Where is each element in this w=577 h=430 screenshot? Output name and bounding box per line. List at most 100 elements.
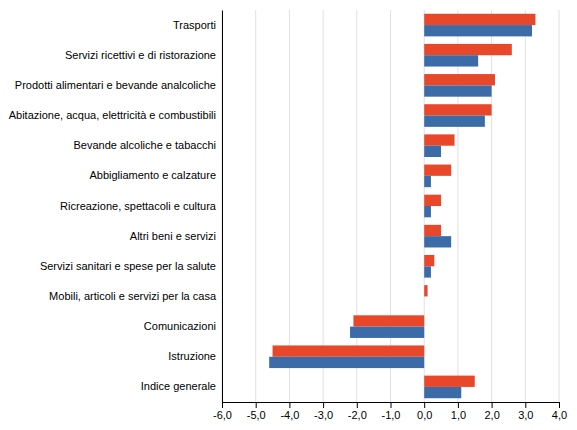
bar [424,146,441,157]
grid-line [457,10,458,402]
x-tick: -2,0 [348,402,367,421]
x-tick: 4,0 [552,402,567,421]
y-tick: Indice generale [141,380,216,392]
bar [269,357,424,368]
bar [424,165,451,176]
bar [424,55,478,66]
bar [424,255,434,266]
bar [424,25,532,36]
y-axis-line [222,11,223,403]
x-tick-mark [323,402,324,408]
y-tick-label: Bevande alcoliche e tabacchi [74,139,216,151]
x-tick-mark [391,402,392,408]
y-tick: Ricreazione, spettacoli e cultura [60,200,217,212]
bar-series [273,14,536,387]
bar [424,225,441,236]
y-tick: Bevande alcoliche e tabacchi [74,139,216,151]
bar [424,387,461,398]
y-tick-label: Comunicazioni [144,320,216,332]
x-tick-label: -3,0 [314,409,333,421]
y-tick-label: Trasporti [173,19,216,31]
bar [424,176,431,187]
x-tick-mark [357,402,358,408]
x-tick-mark [256,402,257,408]
grid-line [559,10,560,402]
y-tick-label: Servizi sanitari e spese per la salute [40,260,216,272]
bar [424,296,425,307]
x-tick-label: -2,0 [348,409,367,421]
y-tick: Abitazione, acqua, elettricità e combust… [9,109,216,121]
y-tick: Altri beni e servizi [130,230,216,242]
x-tick: -5,0 [247,402,266,421]
x-tick: -3,0 [314,402,333,421]
bar [273,345,425,356]
x-tick-mark [289,402,290,408]
bar [350,327,424,338]
bar [424,134,454,145]
chart-container: -6,0 -5,0 -4,0 -3,0 -2,0 -1,0 0,0 1,0 2,0 3,0 4,0 T… [0,0,577,430]
x-tick: 3,0 [518,402,533,421]
y-tick: Comunicazioni [144,320,216,332]
bar [424,116,485,127]
x-tick-label: 0,0 [417,409,432,421]
x-tick-mark [424,402,425,408]
y-tick: Servizi ricettivi e di ristorazione [65,49,216,61]
y-tick-label: Ricreazione, spettacoli e cultura [60,200,217,212]
y-tick-label: Abitazione, acqua, elettricità e combust… [9,109,216,121]
x-tick-label: 4,0 [552,409,567,421]
grid-line [289,10,290,402]
grid-line [525,10,526,402]
bar [424,285,427,296]
x-tick-mark [458,402,459,408]
y-tick-label: Prodotti alimentari e bevande analcolich… [15,79,216,91]
y-tick-label: Abbigliamento e calzature [89,169,216,181]
y-axis: Trasporti Servizi ricettivi e di ristoraz… [9,11,223,403]
bars [269,14,535,398]
chart: -6,0 -5,0 -4,0 -3,0 -2,0 -1,0 0,0 1,0 2,0 3,0 4,0 T… [0,0,577,430]
grid-line [255,10,256,402]
bar [424,236,451,247]
x-tick: 1,0 [451,402,466,421]
bar [424,44,512,55]
x-tick: -1,0 [382,402,401,421]
x-tick-label: -1,0 [382,409,401,421]
x-tick: 2,0 [484,402,499,421]
bar [353,315,424,326]
bar [424,376,475,387]
grid [222,10,559,402]
grid-line [491,10,492,402]
y-tick: Abbigliamento e calzature [89,169,216,181]
bar [424,195,441,206]
x-tick-mark [525,402,526,408]
y-tick: Trasporti [173,19,216,31]
grid-line [222,10,223,402]
x-tick-label: -5,0 [247,409,266,421]
y-tick-label: Servizi ricettivi e di ristorazione [65,49,216,61]
y-tick: Mobili, articoli e servizi per la casa [49,290,217,302]
y-tick-label: Mobili, articoli e servizi per la casa [49,290,217,302]
x-tick-label: 2,0 [484,409,499,421]
x-tick-label: 3,0 [518,409,533,421]
bar [424,85,491,96]
bar-series [269,25,532,398]
bar [424,206,431,217]
x-tick: -6,0 [213,402,232,421]
x-tick-label: -4,0 [280,409,299,421]
x-tick-mark [222,402,223,408]
y-tick-label: Indice generale [141,380,216,392]
y-tick-label: Istruzione [168,350,216,362]
bar [424,266,431,277]
y-tick: Servizi sanitari e spese per la salute [40,260,216,272]
x-tick: -4,0 [280,402,299,421]
grid-line [356,10,357,402]
x-tick-mark [559,402,560,408]
bar [424,74,495,85]
grid-line [390,10,391,402]
bar [424,14,535,25]
x-axis: -6,0 -5,0 -4,0 -3,0 -2,0 -1,0 0,0 1,0 2,0 3,0 4,0 [213,402,567,421]
y-tick-label: Altri beni e servizi [130,230,216,242]
x-tick-label: 1,0 [451,409,466,421]
grid-line [323,10,324,402]
y-tick: Istruzione [168,350,216,362]
bar [424,104,491,115]
